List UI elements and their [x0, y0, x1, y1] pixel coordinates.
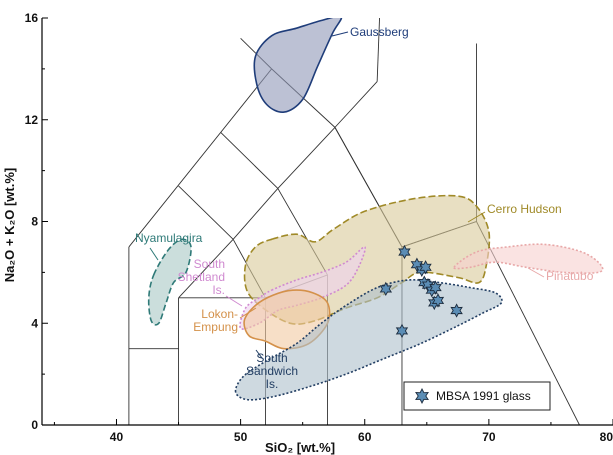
data-point — [431, 293, 445, 308]
x-axis-title: SiO₂ [wt.%] — [265, 440, 335, 455]
y-tick-label: 16 — [25, 11, 39, 25]
region-label-line: South — [194, 257, 225, 271]
region-label: Pinatubo — [546, 269, 594, 283]
volcanic-fields — [147, 18, 604, 401]
region-label-line: Sandwich — [246, 364, 298, 378]
x-tick-label: 80 — [600, 430, 613, 444]
region-label: Lokon-Empung — [193, 307, 238, 334]
y-axis-title: Na₂O + K₂O [wt.%] — [2, 168, 17, 282]
region-label-line: Gaussberg — [350, 25, 409, 39]
region-label-leader — [255, 349, 263, 359]
y-tick-label: 12 — [25, 113, 39, 127]
mbsa-glass-points — [379, 244, 463, 339]
region-gaussberg — [253, 18, 343, 114]
region-label-line: Is. — [266, 377, 279, 391]
data-point — [395, 323, 409, 339]
data-point — [419, 260, 432, 275]
region-label: Gaussberg — [350, 25, 409, 39]
region-label: South Shetland Is. — [178, 257, 225, 297]
region-label-leader — [239, 307, 257, 319]
tas-boundary-line — [376, 18, 380, 82]
region-label: Cerro Hudson — [487, 202, 562, 216]
legend-star-icon — [415, 388, 429, 404]
y-tick-label: 0 — [31, 418, 38, 432]
tas-boundary-line — [128, 68, 272, 248]
x-tick-label: 60 — [358, 430, 372, 444]
x-tick-label: 40 — [110, 430, 124, 444]
region-label-line: Lokon- — [201, 307, 238, 321]
data-point — [450, 303, 463, 318]
data-point — [410, 257, 424, 272]
legend-label: MBSA 1991 glass — [436, 389, 531, 403]
data-point — [429, 280, 442, 295]
region-label-leader — [331, 31, 349, 37]
region-label-leader — [467, 211, 486, 223]
tas-boundary-line — [178, 238, 234, 299]
tas-boundary-line — [178, 185, 234, 240]
tas-boundary-line — [334, 81, 378, 128]
data-point — [379, 281, 393, 297]
tas-boundary-line — [232, 188, 279, 240]
region-label-line: Shetland — [178, 270, 225, 284]
x-tick-label: 70 — [482, 430, 496, 444]
region-label: South Sandwich Is. — [246, 351, 298, 391]
region-label-line: South — [256, 351, 287, 365]
tas-boundary-line — [277, 127, 336, 189]
legend: MBSA 1991 glass — [403, 381, 551, 411]
region-label-leader — [149, 247, 159, 261]
tas-boundary-line — [220, 132, 279, 189]
y-tick-label: 8 — [31, 215, 38, 229]
region-label-line: Cerro Hudson — [487, 202, 562, 216]
region-label-line: Nyamulagira — [135, 231, 203, 245]
y-tick-label: 4 — [31, 316, 38, 330]
region-label-line: Empung — [193, 320, 238, 334]
region-nyamulagira — [147, 238, 192, 326]
region-label-leader — [527, 267, 545, 278]
x-tick-label: 50 — [234, 430, 248, 444]
region-label-leader — [225, 295, 243, 307]
region-label-line: Is. — [212, 283, 225, 297]
region-label-line: Pinatubo — [546, 269, 594, 283]
tas-classification-lines — [128, 18, 580, 425]
region-label: Nyamulagira — [135, 231, 203, 245]
region-labels: Gaussberg Nyamulagira Cerro Hudson Pinatubo… — [135, 25, 594, 391]
region-south-sandwich-is — [234, 279, 503, 401]
axes: 40 50 60 70 80 0 4 8 12 16 — [25, 11, 613, 444]
data-point — [398, 244, 411, 260]
region-pinatubo — [453, 243, 604, 274]
legend-box — [403, 381, 551, 411]
